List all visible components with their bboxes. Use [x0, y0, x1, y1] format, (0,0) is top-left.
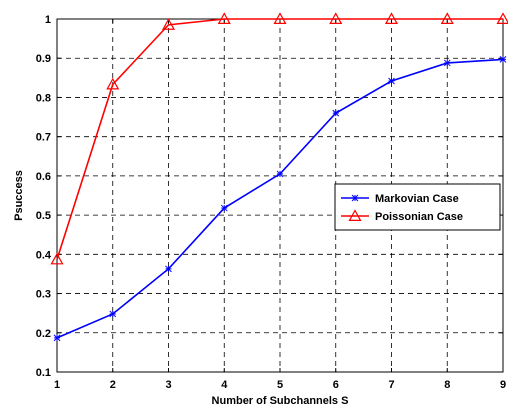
legend: Markovian Case Poissonian Case: [334, 183, 501, 231]
x-tick-label: 3: [165, 379, 171, 391]
data-point: [217, 12, 231, 24]
ticks: 1 2 3 4 5 6 7 8 9 0.1 0.2 0.3 0.4 0.5 0.6 0.7 0.8 0.9 1: [36, 14, 506, 391]
legend-label: Poissonian Case: [375, 211, 463, 223]
x-tick-label: 7: [388, 379, 394, 391]
x-tick-label: 1: [54, 379, 60, 391]
data-point: [220, 204, 228, 212]
data-point: [496, 12, 508, 24]
x-tick-label: 6: [333, 379, 339, 391]
series-line: [56, 18, 503, 260]
legend-entry: Poissonian Case: [341, 209, 463, 223]
y-tick-label: 0.6: [36, 171, 51, 183]
data-point: [332, 109, 340, 117]
y-tick-label: 0.5: [36, 210, 51, 222]
x-tick-label: 5: [277, 379, 283, 391]
y-tick-label: 0.8: [36, 92, 51, 104]
legend-entry: Markovian Case: [341, 193, 459, 205]
data-point: [50, 252, 64, 265]
y-tick-label: 0.2: [36, 328, 51, 340]
data-point: [165, 265, 172, 273]
data-point: [499, 56, 507, 63]
legend-box: [334, 183, 501, 231]
legend-marker: [351, 194, 359, 202]
y-tick-label: 0.1: [36, 367, 51, 379]
y-tick-label: 1: [45, 14, 51, 26]
data-point: [53, 334, 61, 342]
series-poissonian: [50, 12, 508, 265]
data-point: [440, 12, 454, 24]
y-axis-label: Psuccess: [13, 170, 25, 221]
data-point: [384, 12, 399, 24]
x-tick-label: 2: [110, 379, 116, 391]
legend-label: Markovian Case: [375, 193, 459, 205]
data-point: [106, 77, 120, 90]
y-tick-label: 0.9: [36, 53, 51, 65]
data-point: [161, 18, 176, 30]
x-tick-label: 8: [444, 379, 450, 391]
data-point: [273, 12, 287, 24]
legend-marker: [348, 209, 362, 221]
data-point: [443, 59, 451, 67]
y-tick-label: 0.3: [36, 289, 51, 301]
y-tick-label: 0.7: [36, 132, 51, 144]
data-point: [329, 12, 343, 24]
data-point: [388, 77, 395, 85]
data-point: [276, 170, 284, 178]
series-markovian: [53, 56, 507, 342]
data-point: [109, 310, 117, 318]
series: [50, 12, 508, 342]
y-tick-label: 0.4: [36, 249, 52, 261]
x-tick-label: 9: [500, 379, 506, 391]
x-tick-label: 4: [221, 379, 228, 391]
x-axis-label: Number of Subchannels S: [212, 395, 349, 407]
